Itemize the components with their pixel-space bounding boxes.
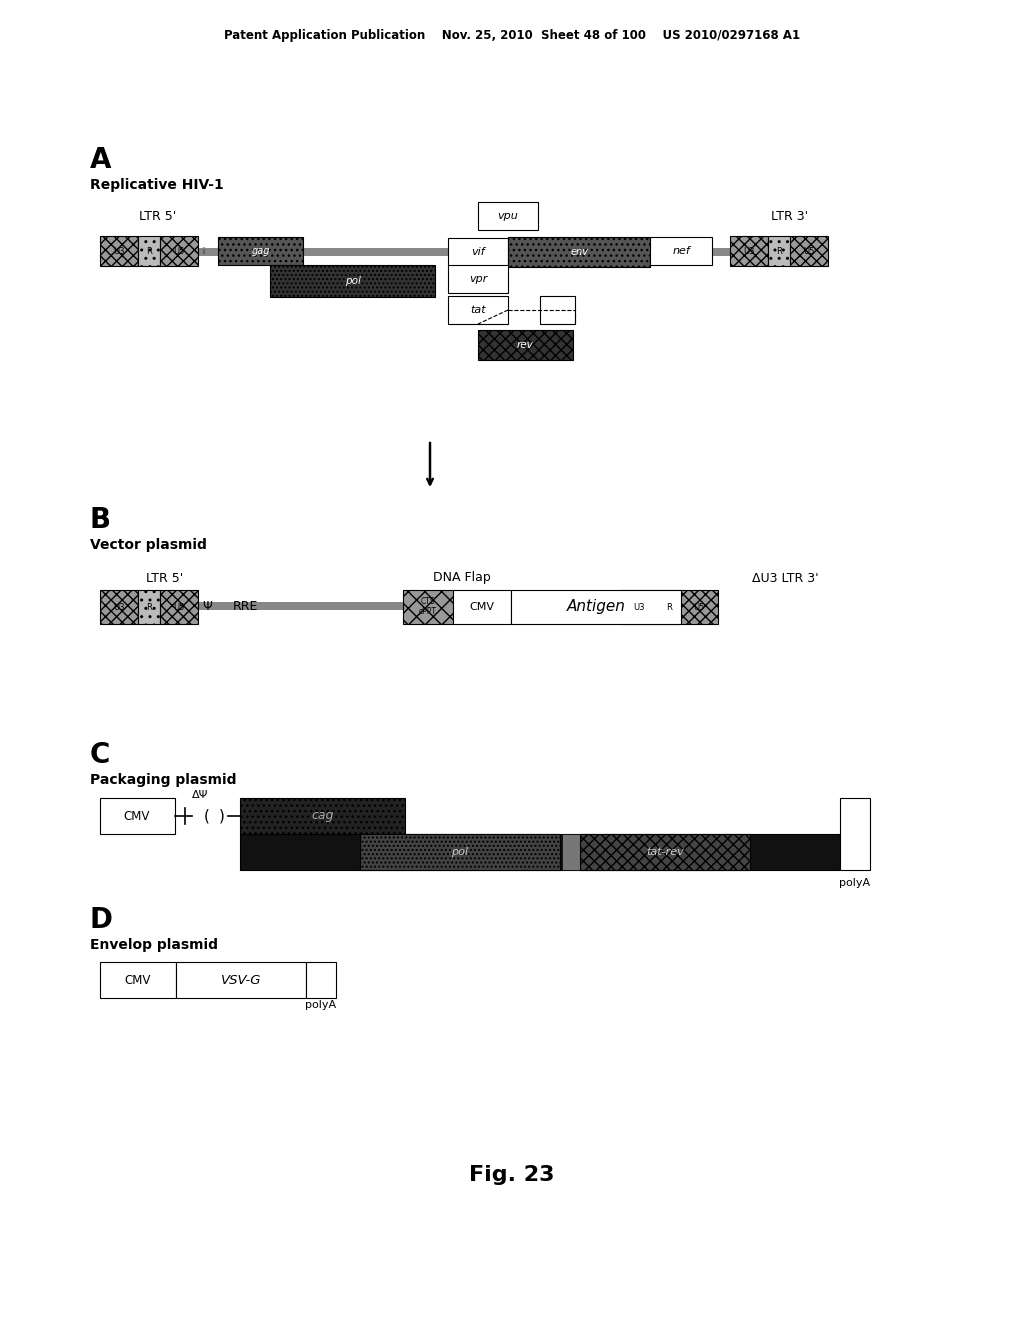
Bar	[508, 238, 650, 267]
Bar	[680, 590, 718, 624]
Text: Antigen: Antigen	[566, 599, 626, 615]
Text: CMV: CMV	[124, 809, 151, 822]
Bar	[160, 236, 198, 267]
Text: R: R	[146, 602, 152, 611]
Bar	[650, 238, 712, 265]
Text: tat: tat	[470, 305, 485, 315]
Bar	[790, 236, 828, 267]
Text: B: B	[90, 506, 112, 535]
Text: C: C	[90, 741, 111, 770]
Bar	[511, 590, 681, 624]
Bar	[160, 590, 198, 624]
Bar	[620, 590, 658, 624]
Text: cPPT: cPPT	[419, 607, 437, 616]
Text: U3: U3	[114, 602, 125, 611]
Text: U5: U5	[693, 602, 705, 611]
Bar	[100, 799, 175, 834]
Bar	[360, 834, 560, 870]
Bar	[650, 248, 730, 256]
Text: Packaging plasmid: Packaging plasmid	[90, 774, 237, 787]
Bar	[306, 962, 336, 998]
Text: R: R	[666, 602, 672, 611]
Text: RRE: RRE	[232, 601, 258, 614]
Bar	[540, 296, 575, 323]
Text: nef: nef	[672, 246, 690, 256]
Bar	[100, 962, 176, 998]
Text: Replicative HIV-1: Replicative HIV-1	[90, 178, 224, 191]
Bar	[270, 265, 435, 297]
Text: ii: ii	[202, 247, 207, 256]
Text: CMV: CMV	[125, 974, 152, 986]
Bar	[449, 265, 508, 293]
Text: Ψ: Ψ	[202, 601, 212, 614]
Bar	[562, 834, 580, 870]
Text: cag: cag	[312, 809, 334, 822]
Text: DNA Flap: DNA Flap	[433, 572, 490, 585]
Text: R: R	[776, 247, 782, 256]
Bar	[449, 296, 508, 323]
Bar	[240, 799, 406, 834]
Bar	[560, 602, 620, 610]
Text: LTR 3': LTR 3'	[771, 210, 809, 223]
Text: U3: U3	[114, 247, 125, 256]
Bar	[303, 248, 449, 256]
Text: R: R	[146, 247, 152, 256]
Text: CTS: CTS	[421, 597, 435, 606]
Text: gag: gag	[252, 246, 270, 256]
Bar	[478, 202, 538, 230]
Text: Vector plasmid: Vector plasmid	[90, 539, 207, 552]
Text: U5: U5	[173, 602, 184, 611]
Text: ): )	[219, 808, 225, 824]
Text: (: (	[204, 808, 210, 824]
Text: U3: U3	[633, 602, 645, 611]
Text: A: A	[90, 147, 112, 174]
Text: CMV: CMV	[469, 602, 495, 612]
Text: LTR 5': LTR 5'	[146, 572, 183, 585]
Text: Envelop plasmid: Envelop plasmid	[90, 939, 218, 952]
Text: ΔU3 LTR 3': ΔU3 LTR 3'	[752, 572, 818, 585]
Bar	[449, 238, 508, 267]
Bar	[100, 590, 138, 624]
Bar	[138, 590, 160, 624]
Text: VSV-G: VSV-G	[221, 974, 261, 986]
Text: U5: U5	[803, 247, 815, 256]
Bar	[730, 236, 768, 267]
Bar	[840, 799, 870, 870]
Bar	[176, 962, 306, 998]
Bar	[198, 602, 403, 610]
Text: LTR 5': LTR 5'	[139, 210, 176, 223]
Bar	[580, 834, 750, 870]
Text: env: env	[570, 247, 588, 257]
Bar	[138, 236, 160, 267]
Bar	[768, 236, 790, 267]
Bar	[453, 590, 511, 624]
Text: D: D	[90, 906, 113, 935]
Text: vif: vif	[471, 247, 484, 257]
Text: tat-rev: tat-rev	[646, 847, 684, 857]
Text: Fig. 23: Fig. 23	[469, 1166, 555, 1185]
Bar	[218, 238, 303, 265]
Bar	[198, 248, 218, 256]
Text: vpr: vpr	[469, 275, 487, 284]
Bar	[100, 236, 138, 267]
Text: Patent Application Publication    Nov. 25, 2010  Sheet 48 of 100    US 2010/0297: Patent Application Publication Nov. 25, …	[224, 29, 800, 41]
Text: ΔΨ: ΔΨ	[191, 789, 208, 800]
Text: U3: U3	[743, 247, 755, 256]
Text: U5: U5	[173, 247, 184, 256]
Bar	[240, 834, 840, 870]
Text: polyA: polyA	[840, 878, 870, 888]
Bar	[658, 590, 680, 624]
Text: rev: rev	[517, 341, 534, 350]
Text: vpu: vpu	[498, 211, 518, 220]
Bar	[478, 330, 573, 360]
Text: pol: pol	[452, 847, 469, 857]
Text: polyA: polyA	[305, 1001, 337, 1010]
Bar	[449, 248, 588, 256]
Bar	[403, 590, 453, 624]
Text: pol: pol	[345, 276, 360, 286]
